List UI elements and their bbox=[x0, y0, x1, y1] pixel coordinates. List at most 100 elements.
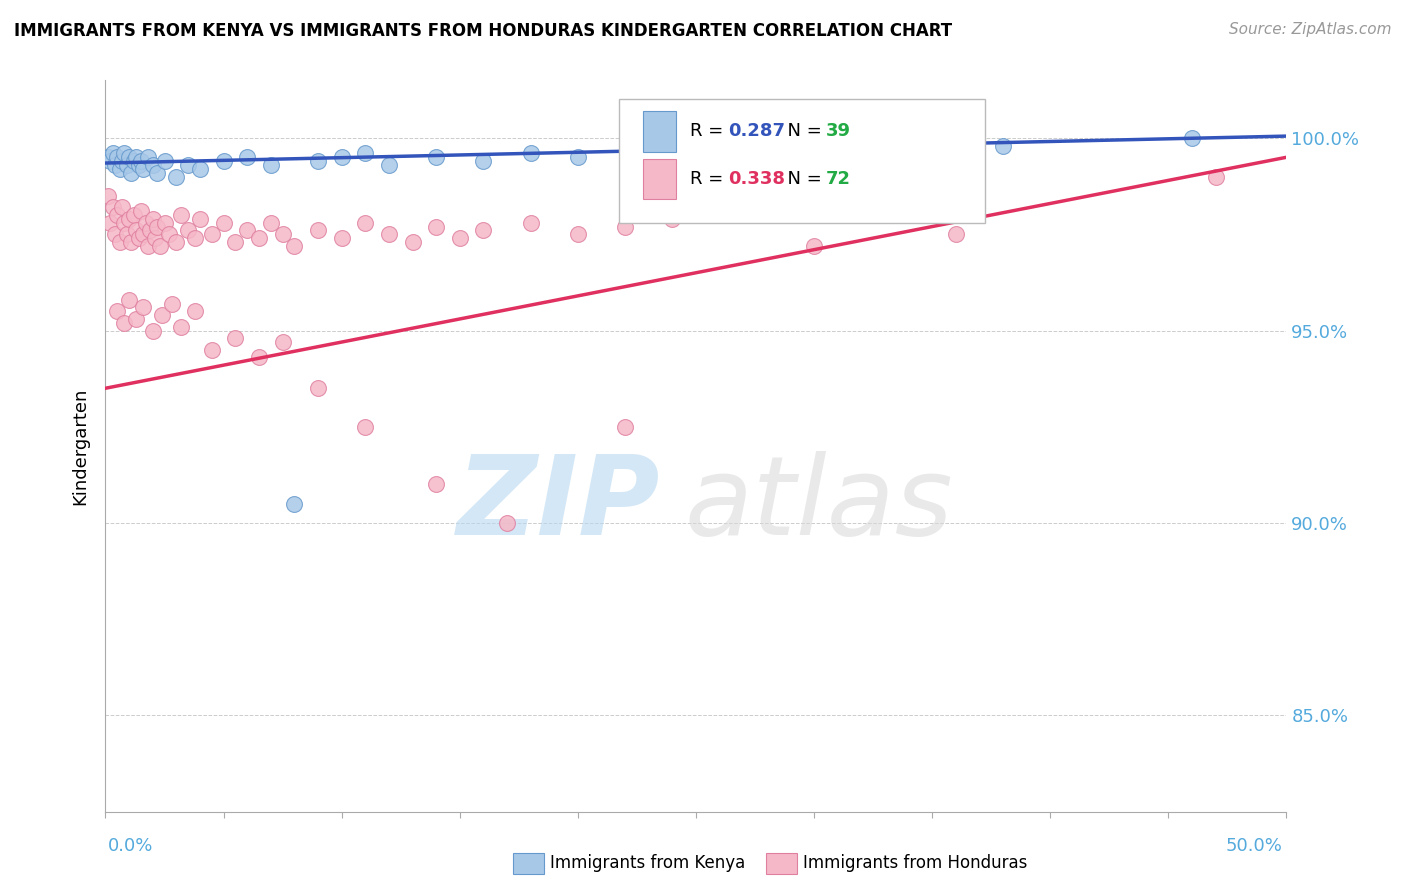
Point bbox=[97, 188, 120, 202]
Point bbox=[101, 200, 124, 214]
Point bbox=[991, 138, 1014, 153]
Point bbox=[98, 154, 121, 169]
Point bbox=[104, 227, 127, 242]
Point bbox=[160, 296, 183, 310]
Point bbox=[201, 227, 224, 242]
Point bbox=[184, 231, 207, 245]
Text: N =: N = bbox=[776, 170, 828, 188]
Point bbox=[165, 235, 187, 249]
Point bbox=[425, 150, 447, 164]
Point bbox=[129, 204, 152, 219]
Text: Source: ZipAtlas.com: Source: ZipAtlas.com bbox=[1229, 22, 1392, 37]
Point bbox=[1205, 169, 1227, 184]
Point bbox=[449, 231, 471, 245]
Point bbox=[104, 158, 127, 172]
Point bbox=[112, 216, 135, 230]
Point bbox=[108, 235, 131, 249]
Point bbox=[236, 150, 259, 164]
Point bbox=[472, 154, 495, 169]
Point bbox=[125, 150, 148, 164]
Point bbox=[128, 158, 150, 172]
Text: IMMIGRANTS FROM KENYA VS IMMIGRANTS FROM HONDURAS KINDERGARTEN CORRELATION CHART: IMMIGRANTS FROM KENYA VS IMMIGRANTS FROM… bbox=[14, 22, 952, 40]
Point bbox=[101, 146, 124, 161]
Point bbox=[105, 150, 128, 164]
Point bbox=[157, 227, 180, 242]
Point bbox=[139, 223, 162, 237]
Point bbox=[142, 158, 165, 172]
Point bbox=[247, 231, 270, 245]
Point bbox=[115, 158, 138, 172]
Point bbox=[1181, 131, 1204, 145]
Point bbox=[128, 231, 150, 245]
Point bbox=[661, 211, 683, 226]
Text: R =: R = bbox=[690, 170, 730, 188]
Point bbox=[188, 211, 211, 226]
Point bbox=[132, 301, 155, 315]
Point bbox=[425, 219, 447, 234]
FancyBboxPatch shape bbox=[619, 99, 986, 223]
Point bbox=[165, 169, 187, 184]
Point bbox=[307, 381, 329, 395]
Point bbox=[260, 216, 283, 230]
Y-axis label: Kindergarten: Kindergarten bbox=[72, 387, 90, 505]
Point bbox=[146, 219, 169, 234]
Point bbox=[271, 227, 294, 242]
Text: Immigrants from Honduras: Immigrants from Honduras bbox=[803, 855, 1028, 872]
Point bbox=[472, 223, 495, 237]
Point bbox=[112, 146, 135, 161]
Point bbox=[330, 150, 353, 164]
Point bbox=[330, 231, 353, 245]
Text: 0.287: 0.287 bbox=[728, 122, 785, 140]
Point bbox=[149, 239, 172, 253]
Point bbox=[260, 158, 283, 172]
Point bbox=[118, 150, 141, 164]
Point bbox=[307, 154, 329, 169]
Point bbox=[150, 308, 173, 322]
Point bbox=[614, 219, 637, 234]
Point bbox=[170, 208, 193, 222]
Point bbox=[425, 477, 447, 491]
Text: N =: N = bbox=[776, 122, 828, 140]
Point bbox=[224, 235, 246, 249]
Point bbox=[803, 146, 825, 161]
Text: 39: 39 bbox=[825, 122, 851, 140]
Point bbox=[945, 227, 967, 242]
Point bbox=[108, 161, 131, 176]
Point bbox=[122, 154, 145, 169]
Point bbox=[132, 227, 155, 242]
Text: R =: R = bbox=[690, 122, 730, 140]
Point bbox=[177, 223, 200, 237]
Point bbox=[120, 235, 142, 249]
Point bbox=[105, 208, 128, 222]
Point bbox=[118, 293, 141, 307]
Point bbox=[143, 231, 166, 245]
Point bbox=[567, 227, 589, 242]
Text: atlas: atlas bbox=[685, 451, 953, 558]
Point bbox=[118, 211, 141, 226]
Text: Immigrants from Kenya: Immigrants from Kenya bbox=[550, 855, 745, 872]
Point bbox=[146, 166, 169, 180]
Point bbox=[136, 239, 159, 253]
Point bbox=[135, 216, 157, 230]
Point bbox=[247, 351, 270, 365]
Point bbox=[136, 150, 159, 164]
Point bbox=[132, 161, 155, 176]
Text: 50.0%: 50.0% bbox=[1226, 837, 1282, 855]
Text: 0.0%: 0.0% bbox=[108, 837, 153, 855]
Point bbox=[129, 154, 152, 169]
Point bbox=[519, 216, 541, 230]
Point bbox=[125, 312, 148, 326]
Point bbox=[201, 343, 224, 357]
Point bbox=[378, 158, 401, 172]
Point bbox=[105, 304, 128, 318]
Text: ZIP: ZIP bbox=[457, 451, 661, 558]
Point bbox=[170, 319, 193, 334]
Point bbox=[97, 150, 120, 164]
Point bbox=[212, 216, 235, 230]
Point bbox=[188, 161, 211, 176]
Point bbox=[354, 146, 377, 161]
Point bbox=[142, 211, 165, 226]
Point bbox=[803, 239, 825, 253]
Point bbox=[401, 235, 423, 249]
Point bbox=[120, 166, 142, 180]
